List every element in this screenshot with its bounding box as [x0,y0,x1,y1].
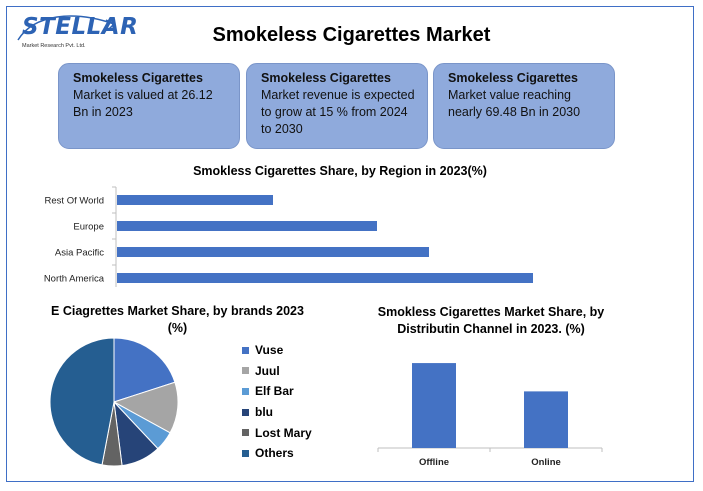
channel-bar-chart: Offline Online [377,363,603,468]
legend-item: Lost Mary [242,422,312,443]
region-tick-label: North America [44,274,105,285]
stat-card-2030-value: Smokeless Cigarettes Market value reachi… [433,63,615,149]
logo-tagline: Market Research Pvt. Ltd. [22,43,86,49]
legend-label: Lost Mary [255,425,312,440]
stat-card-text: Market value reaching nearly 69.48 Bn in… [448,88,581,119]
pie-slice-others [49,337,115,466]
legend-swatch [242,367,249,375]
legend-item: Vuse [242,340,312,361]
legend-swatch [242,429,249,437]
infographic-frame [6,6,694,482]
stat-card-text: Market is valued at 26.12 Bn in 2023 [73,88,213,119]
legend-label: Vuse [255,343,284,358]
legend-label: Juul [255,363,280,378]
region-chart-title: Smokless Cigarettes Share, by Region in … [193,164,487,178]
logo-swoosh-icon [17,15,116,41]
stat-card-text: Market revenue is expected to grow at 15… [261,88,415,136]
brand-legend: Vuse Juul Elf Bar blu Lost Mary Others [242,340,312,464]
region-bar-chart: Rest Of World Europe Asia Pacific North Ame… [44,186,533,287]
channel-tick-label: Online [531,457,561,468]
legend-swatch [242,346,249,354]
channel-chart-title: Smokless Cigarettes Market Share, by Dis… [377,305,605,336]
stat-card-market-value: Smokeless Cigarettes Market is valued at… [58,63,240,149]
legend-label: blu [255,405,273,420]
region-bar [117,221,377,231]
region-tick-label: Rest Of World [45,196,104,207]
region-bar [117,195,273,205]
legend-item: Others [242,443,312,464]
stat-card-heading: Smokeless Cigarettes [261,71,391,85]
page-title: Smokeless Cigarettes Market [212,24,491,46]
channel-bar [524,391,568,448]
stat-card-heading: Smokeless Cigarettes [448,71,578,85]
pie-slice-vuse [113,337,176,403]
legend-swatch [242,408,249,416]
stat-card-growth: Smokeless Cigarettes Market revenue is e… [246,63,428,149]
legend-swatch [242,449,249,457]
region-tick-label: Asia Pacific [55,248,104,259]
region-bar [117,247,429,257]
stellar-logo: STELLAR Market Research Pvt. Ltd. [14,10,138,56]
logo-word: STELLAR [22,14,139,40]
brand-chart-title: E Ciagrettes Market Share, by brands 202… [51,304,304,335]
legend-item: Juul [242,361,312,382]
legend-label: Others [255,446,294,461]
legend-item: blu [242,402,312,423]
legend-label: Elf Bar [255,384,294,399]
stat-card-heading: Smokeless Cigarettes [73,71,203,85]
legend-swatch [242,387,249,395]
region-tick-label: Europe [73,222,104,233]
region-bar [117,273,533,283]
channel-tick-label: Offline [419,457,449,468]
legend-item: Elf Bar [242,381,312,402]
brand-pie-chart [49,337,179,467]
channel-bar [412,363,456,448]
